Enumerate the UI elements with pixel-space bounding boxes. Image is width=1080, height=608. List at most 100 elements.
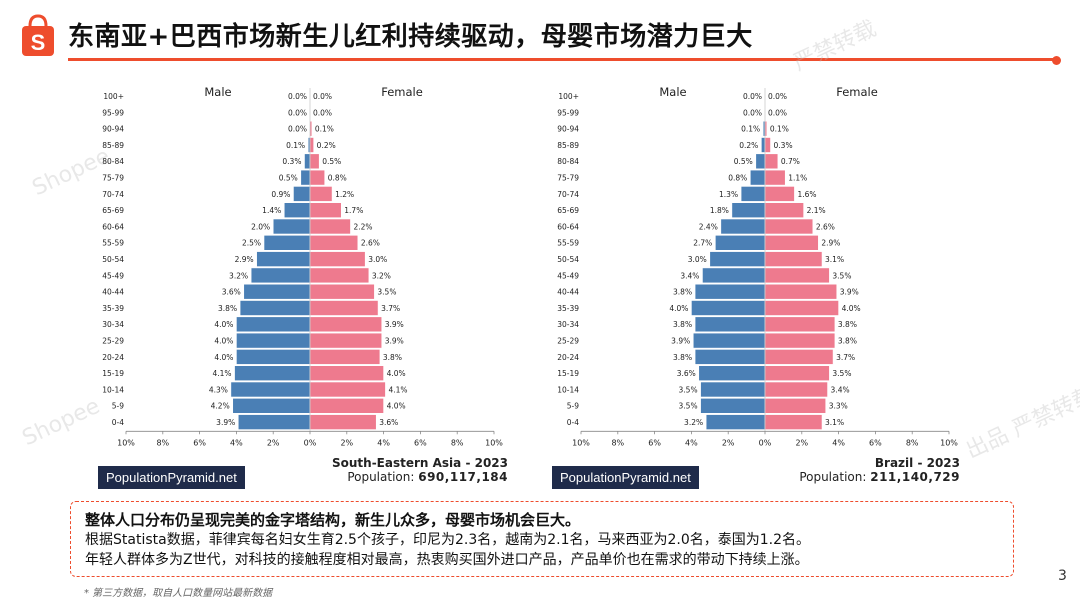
- data-label-male: 0.0%: [288, 92, 307, 101]
- bar-male-75-79: [300, 169, 311, 186]
- data-label-male: 3.2%: [684, 418, 703, 427]
- population-label: Population: 211,140,729: [740, 470, 960, 484]
- data-label-female: 4.0%: [842, 304, 861, 313]
- bar-male-5-9: [232, 397, 311, 414]
- data-label-male: 4.0%: [214, 320, 233, 329]
- bar-female-85-89: [764, 137, 771, 153]
- watermark: 出品 严禁转载: [962, 382, 1080, 464]
- bar-male-10-14: [230, 381, 311, 398]
- data-label-female: 2.6%: [361, 239, 380, 248]
- data-label-male: 0.8%: [728, 174, 747, 183]
- population-label-text: Population:: [799, 470, 867, 484]
- bar-male-45-49: [702, 267, 766, 284]
- bar-male-65-69: [731, 202, 766, 218]
- bar-female-65-69: [309, 202, 342, 218]
- legend-male: Male: [659, 85, 686, 99]
- x-tick-label: 2%: [267, 438, 280, 447]
- bar-female-35-39: [764, 300, 839, 316]
- x-tick-label: 8%: [906, 438, 919, 447]
- summary-box: 整体人口分布仍呈现完美的金字塔结构，新生儿众多，母婴市场机会巨大。 根据Stat…: [70, 501, 1014, 577]
- population-value: 211,140,729: [870, 470, 960, 484]
- bar-female-45-49: [309, 267, 370, 284]
- age-group-label: 90-94: [557, 125, 579, 134]
- bar-female-65-69: [764, 202, 804, 218]
- data-label-male: 3.9%: [671, 337, 690, 346]
- summary-headline: 整体人口分布仍呈现完美的金字塔结构，新生儿众多，母婴市场机会巨大。: [85, 511, 581, 529]
- page-title: 东南亚+巴西市场新生儿红利持续驱动，母婴市场潜力巨大: [68, 22, 753, 52]
- data-label-female: 1.1%: [788, 174, 807, 183]
- bar-female-10-14: [764, 381, 828, 398]
- population-value: 690,117,184: [418, 470, 508, 484]
- data-label-male: 3.2%: [229, 271, 248, 280]
- data-label-female: 2.2%: [353, 222, 372, 231]
- x-tick-label: 4%: [377, 438, 390, 447]
- region-label: South-Eastern Asia - 2023: [331, 456, 508, 470]
- title-underline-dot: [1052, 56, 1061, 65]
- age-group-label: 65-69: [102, 206, 124, 215]
- x-tick-label: 8%: [156, 438, 169, 447]
- source-badge: PopulationPyramid.net: [98, 466, 245, 489]
- data-label-male: 0.5%: [734, 157, 753, 166]
- bar-male-35-39: [691, 300, 766, 316]
- population-pyramid-chart: Male Female 0.0% 0.0% 100+ 0.0% 0.0% 95-99 0.1% 0…: [557, 85, 958, 447]
- data-label-female: 0.0%: [313, 108, 332, 117]
- bar-female-30-34: [309, 316, 383, 333]
- x-tick-label: 4%: [230, 438, 243, 447]
- bar-female-55-59: [764, 235, 819, 251]
- data-label-male: 3.6%: [222, 288, 241, 297]
- data-label-female: 0.0%: [768, 92, 787, 101]
- data-label-female: 0.0%: [768, 108, 787, 117]
- x-tick-label: 0%: [304, 438, 317, 447]
- data-label-male: 3.8%: [673, 353, 692, 362]
- bar-female-10-14: [309, 381, 386, 398]
- page-number: 3: [1058, 568, 1067, 584]
- x-tick-label: 2%: [340, 438, 353, 447]
- data-label-female: 3.8%: [838, 320, 857, 329]
- age-group-label: 20-24: [102, 353, 124, 362]
- bar-male-60-64: [720, 218, 766, 235]
- age-group-label: 60-64: [557, 222, 579, 231]
- data-label-female: 3.5%: [832, 271, 851, 280]
- data-label-male: 0.0%: [743, 108, 762, 117]
- bar-male-40-44: [694, 283, 766, 300]
- age-group-label: 75-79: [102, 174, 124, 183]
- bar-male-20-24: [694, 349, 766, 365]
- data-label-female: 3.7%: [381, 304, 400, 313]
- data-label-male: 2.7%: [693, 239, 712, 248]
- data-label-male: 2.5%: [242, 239, 261, 248]
- data-label-female: 3.5%: [377, 288, 396, 297]
- bar-female-25-29: [764, 332, 836, 349]
- age-group-label: 25-29: [102, 337, 124, 346]
- data-label-female: 0.7%: [781, 157, 800, 166]
- bar-male-80-84: [304, 153, 311, 170]
- summary-line: 年轻人群体多为Z世代，对科技的接触程度相对最高，热衷购买国外进口产品，产品单价也…: [85, 552, 809, 568]
- x-tick-label: 8%: [611, 438, 624, 447]
- age-group-label: 15-19: [557, 369, 579, 378]
- footnote: * 第三方数据，取自人口数量网站最新数据: [84, 588, 273, 599]
- age-group-label: 10-14: [102, 385, 124, 394]
- data-label-male: 4.1%: [212, 369, 231, 378]
- bar-male-80-84: [755, 153, 766, 170]
- data-label-female: 1.6%: [797, 190, 816, 199]
- bar-female-5-9: [764, 397, 827, 414]
- bar-male-55-59: [715, 235, 766, 251]
- data-label-female: 3.9%: [385, 337, 404, 346]
- x-tick-label: 6%: [648, 438, 661, 447]
- bar-male-75-79: [749, 169, 766, 186]
- data-label-male: 0.2%: [739, 141, 758, 150]
- bar-female-20-24: [309, 349, 381, 365]
- data-label-male: 3.4%: [680, 271, 699, 280]
- bar-female-20-24: [764, 349, 834, 365]
- age-group-label: 95-99: [557, 108, 579, 117]
- source-badge: PopulationPyramid.net: [552, 466, 699, 489]
- age-group-label: 45-49: [102, 271, 124, 280]
- bar-male-50-54: [709, 251, 766, 267]
- bar-female-60-64: [309, 218, 351, 235]
- bar-female-0-4: [309, 414, 377, 430]
- bar-male-55-59: [263, 235, 311, 251]
- data-label-male: 0.0%: [288, 125, 307, 134]
- bar-male-0-4: [237, 414, 311, 430]
- x-tick-label: 6%: [869, 438, 882, 447]
- x-tick-label: 6%: [193, 438, 206, 447]
- data-label-female: 0.1%: [315, 125, 334, 134]
